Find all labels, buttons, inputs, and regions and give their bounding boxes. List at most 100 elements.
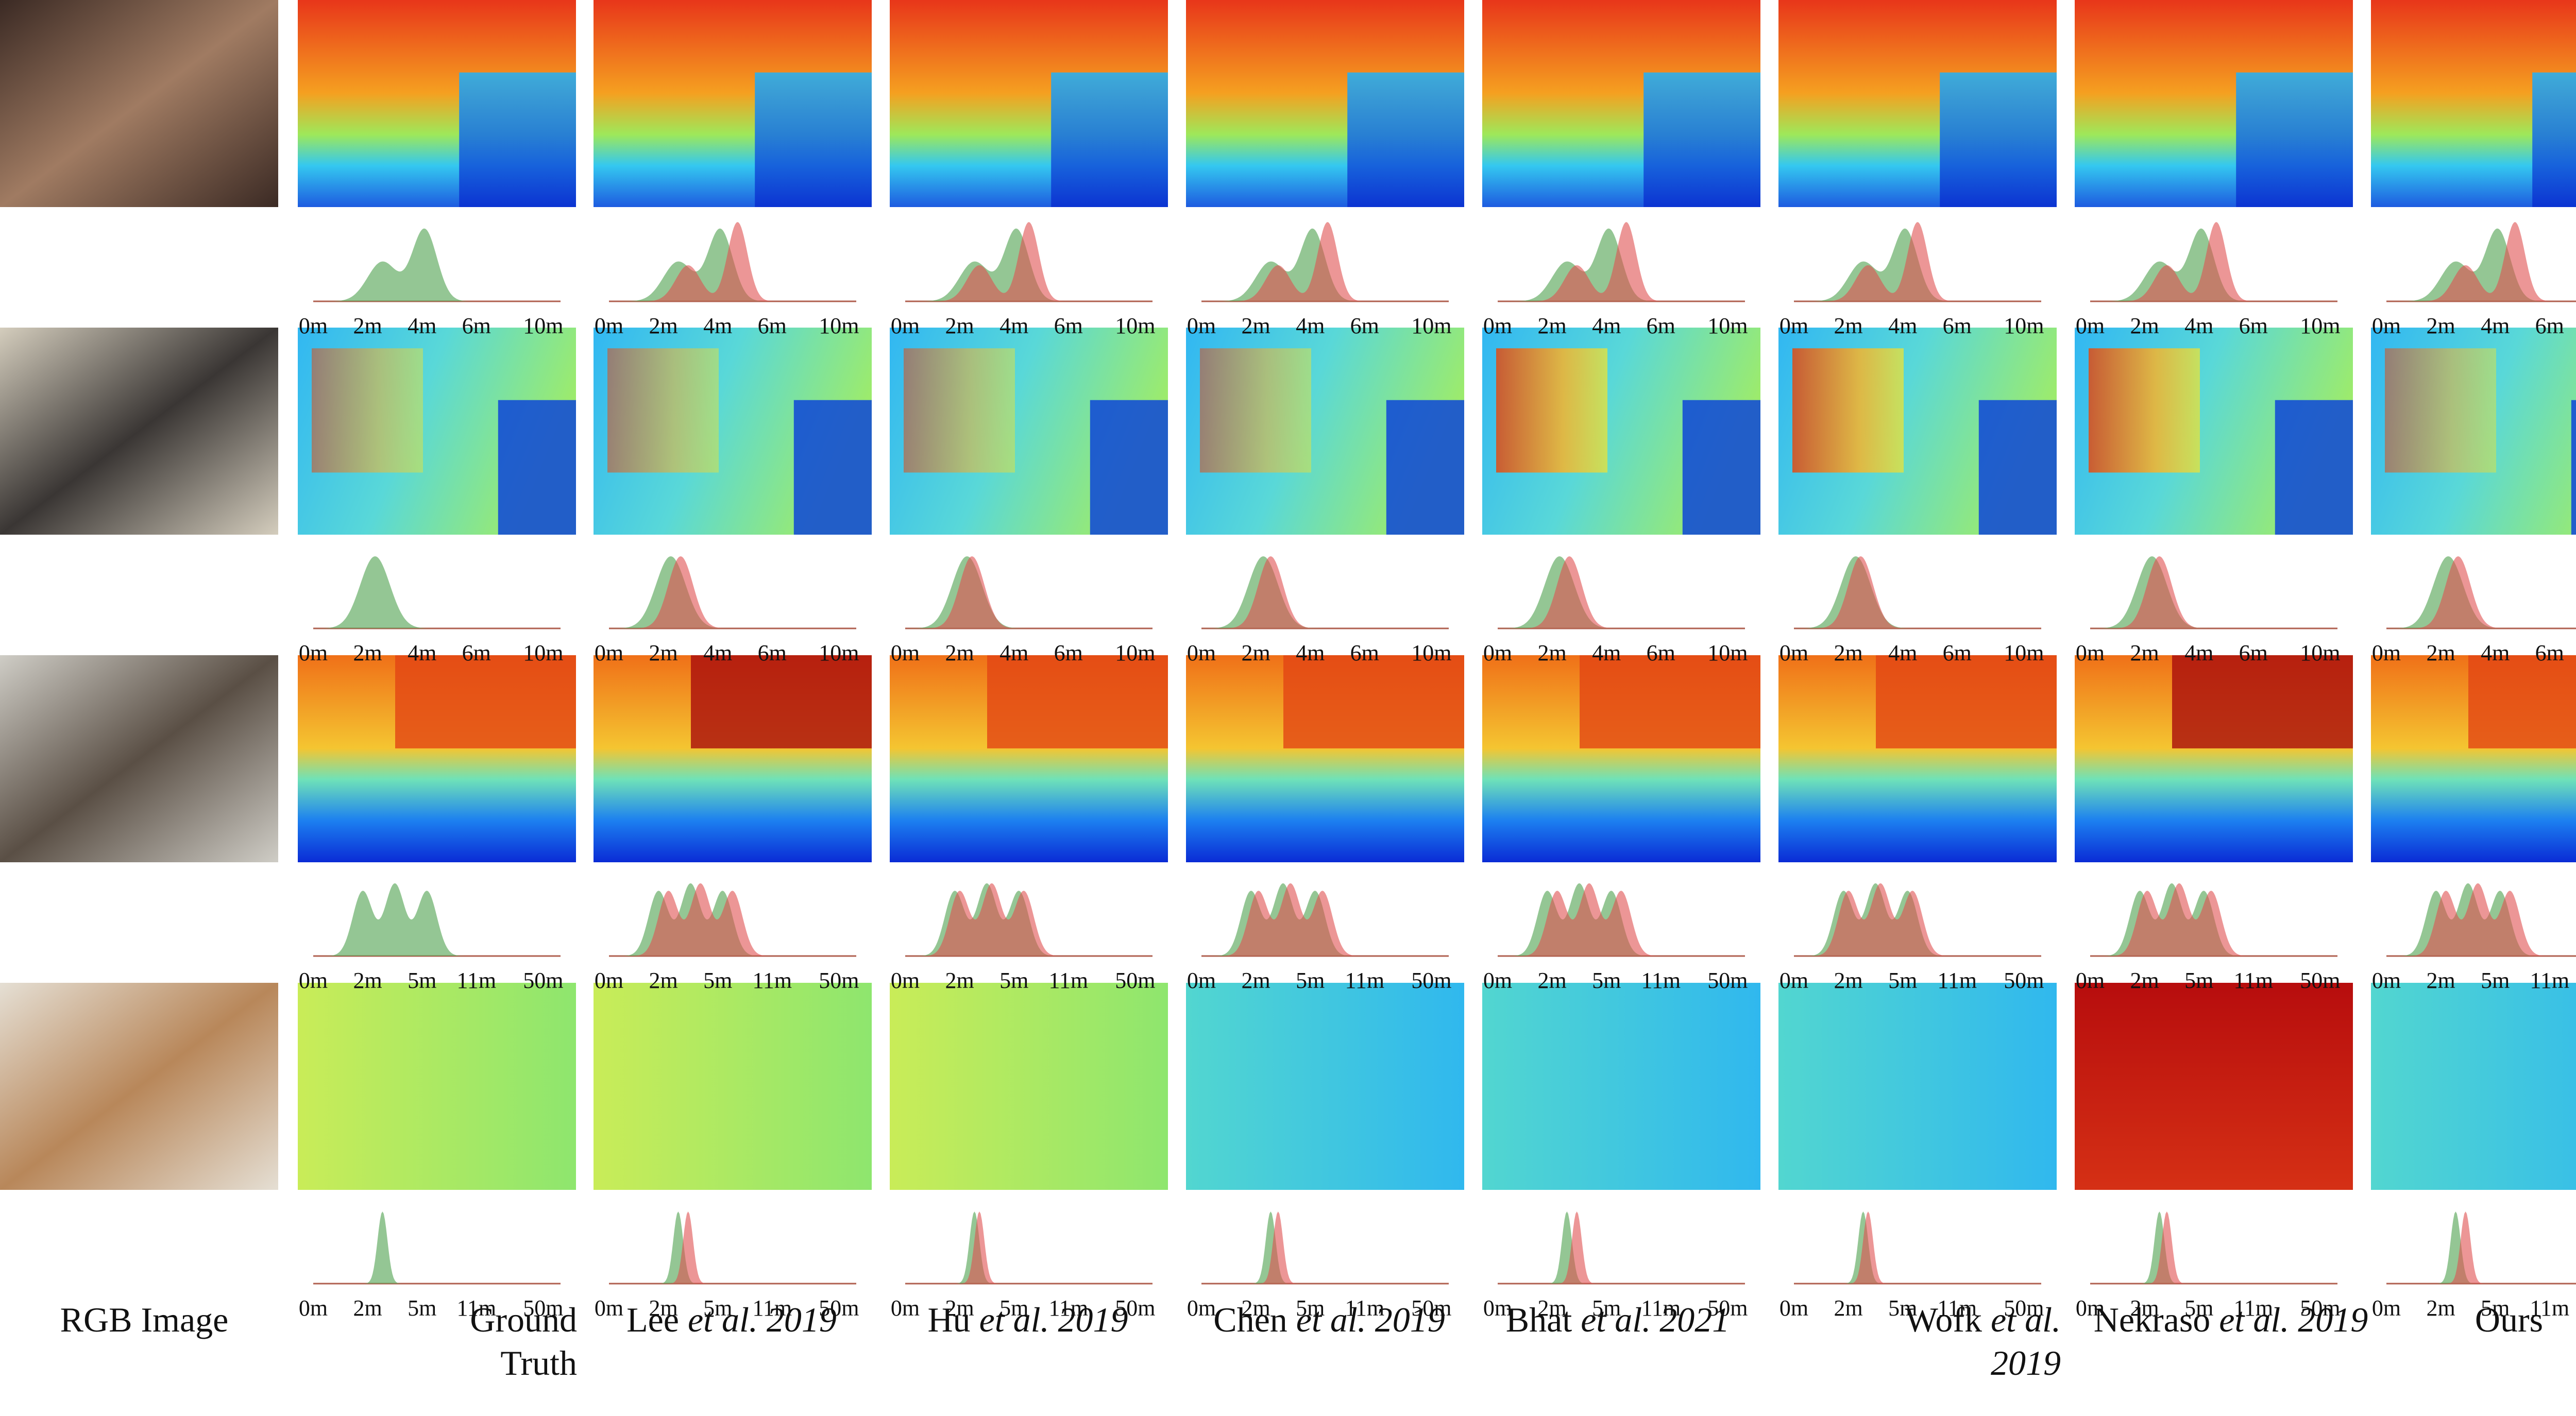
hist-prediction (1498, 222, 1745, 301)
depth-region (2532, 72, 2576, 207)
tick-label: 50m (1411, 1295, 1451, 1321)
depth-map (1482, 983, 1760, 1190)
tick-label: 5m (1592, 1295, 1621, 1321)
tick-label: 10m (1707, 640, 1748, 666)
tick-label: 2m (649, 640, 677, 666)
depth-region (459, 72, 576, 207)
tick-label: 5m (1592, 968, 1621, 993)
tick-label: 2m (1241, 968, 1270, 993)
tick-label: 0m (2372, 313, 2401, 338)
hist-prediction (1794, 222, 2041, 301)
tick-label: 4m (408, 640, 436, 666)
tick-label: 11m (2234, 1295, 2274, 1321)
depth-map (1778, 983, 2057, 1190)
tick-label: 11m (1938, 968, 1977, 993)
tick-label: 2m (2426, 313, 2455, 338)
hist-prediction (905, 222, 1153, 301)
label-wofk: Wofk et al. 2019 (1905, 1300, 2061, 1383)
tick-label: 2m (1241, 313, 1270, 338)
hist-ground-truth (1794, 1212, 2041, 1284)
tick-label: 4m (999, 640, 1028, 666)
depth-map (890, 983, 1168, 1190)
hist-prediction (1498, 883, 1745, 956)
hist-prediction (2090, 556, 2337, 628)
hist-ground-truth (609, 1212, 856, 1284)
tick-label: 50m (819, 1295, 859, 1321)
label-hu: Hu et al. 2019 (927, 1300, 1128, 1339)
tick-label: 0m (1483, 313, 1512, 338)
tick-label: 2m (2130, 640, 2159, 666)
tick-label: 2m (353, 1295, 382, 1321)
tick-label: 2m (1537, 968, 1566, 993)
hist-ground-truth (2090, 1212, 2337, 1284)
hist-prediction (2386, 222, 2576, 301)
tick-label: 11m (753, 968, 792, 993)
tick-label: 0m (1780, 1295, 1808, 1321)
tick-label: 5m (2184, 968, 2213, 993)
tick-label: 5m (1296, 968, 1325, 993)
tick-label: 0m (299, 313, 328, 338)
tick-label: 11m (1049, 1295, 1089, 1321)
tick-label: 4m (703, 313, 732, 338)
tick-label: 2m (1241, 1295, 1270, 1321)
tick-label: 0m (1780, 968, 1808, 993)
depth-region (498, 400, 576, 535)
tick-label: 0m (595, 968, 623, 993)
tick-label: 5m (703, 968, 732, 993)
tick-label: 10m (2004, 640, 2044, 666)
tick-label: 5m (999, 968, 1028, 993)
hist-ground-truth (313, 556, 561, 628)
depth-region (793, 400, 872, 535)
hist-prediction (609, 1212, 856, 1284)
tick-label: 2m (2130, 1295, 2159, 1321)
tick-label: 0m (1187, 1295, 1216, 1321)
tick-label: 0m (1780, 640, 1808, 666)
tick-label: 4m (1296, 640, 1325, 666)
tick-label: 6m (758, 640, 787, 666)
rgb-image (0, 0, 278, 207)
tick-label: 2m (1537, 640, 1566, 666)
tick-label: 0m (1483, 968, 1512, 993)
tick-label: 4m (1592, 313, 1621, 338)
tick-label: 0m (2076, 1295, 2105, 1321)
depth-region (1876, 655, 2057, 748)
tick-label: 5m (2481, 1295, 2510, 1321)
tick-label: 10m (819, 313, 859, 338)
tick-label: 2m (1537, 313, 1566, 338)
tick-label: 2m (1537, 1295, 1566, 1321)
hist-prediction (1201, 883, 1449, 956)
tick-label: 11m (1345, 968, 1385, 993)
hist-prediction (2090, 1212, 2337, 1284)
tick-label: 4m (2184, 640, 2213, 666)
tick-label: 4m (999, 313, 1028, 338)
tick-label: 0m (1780, 313, 1808, 338)
hist-prediction (1794, 1212, 2041, 1284)
depth-region (987, 655, 1168, 748)
tick-label: 2m (945, 640, 974, 666)
tick-label: 50m (2300, 1295, 2340, 1321)
tick-label: 0m (2372, 968, 2401, 993)
tick-label: 2m (945, 968, 974, 993)
label-bhat: Bhat et al. 2021 (1505, 1300, 1730, 1339)
tick-label: 11m (2530, 1295, 2570, 1321)
tick-label: 10m (2300, 640, 2340, 666)
tick-label: 11m (1345, 1295, 1385, 1321)
tick-label: 5m (408, 1295, 436, 1321)
tick-label: 6m (2239, 313, 2268, 338)
tick-label: 2m (2130, 968, 2159, 993)
tick-label: 11m (1641, 968, 1681, 993)
tick-label: 6m (2535, 313, 2564, 338)
hist-prediction (609, 222, 856, 301)
tick-label: 10m (523, 313, 563, 338)
hist-ground-truth (905, 556, 1153, 628)
depth-region (1496, 348, 1607, 473)
tick-label: 2m (649, 1295, 677, 1321)
depth-region (1283, 655, 1464, 748)
label-rgb: RGB Image (60, 1300, 229, 1339)
depth-region (904, 348, 1015, 473)
depth-region (1347, 72, 1464, 207)
hist-prediction (2090, 222, 2337, 301)
hist-prediction (1201, 556, 1449, 628)
depth-map (2371, 983, 2576, 1190)
